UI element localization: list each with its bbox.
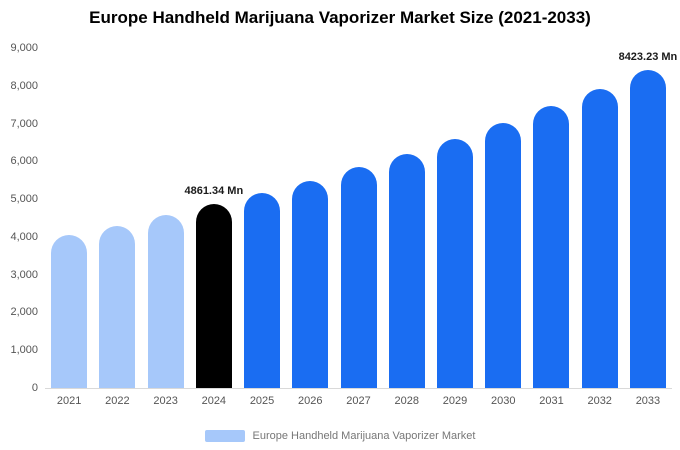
y-tick-6000: 6,000	[10, 155, 38, 168]
x-axis-label-2027: 2027	[346, 395, 371, 407]
bar-2028[interactable]	[388, 153, 425, 388]
x-axis-label-2028: 2028	[394, 395, 419, 407]
x-axis-label-2032: 2032	[587, 395, 612, 407]
x-axis-label-2021: 2021	[56, 395, 82, 407]
bar-column-2029	[431, 48, 479, 388]
y-axis: 0 1,000 2,000 3,000 4,000 5,000 6,000 7,000 8,00…	[0, 42, 40, 394]
y-tick-9000: 9,000	[10, 42, 38, 54]
bar-column-2030	[479, 48, 527, 388]
bar-column-2032	[576, 48, 624, 388]
value-label-2033: 8423.23 Mn	[618, 50, 678, 63]
bar-2025[interactable]	[244, 192, 281, 388]
chart-title: Europe Handheld Marijuana Vaporizer Mark…	[89, 8, 591, 27]
bar-column-2031	[527, 48, 575, 388]
bar-column-2022	[93, 48, 141, 388]
bar-2032[interactable]	[581, 88, 618, 388]
value-label-2024: 4861.34 Mn	[184, 185, 244, 198]
x-axis-label-2025: 2025	[249, 395, 275, 407]
bar-2024[interactable]	[195, 204, 232, 388]
bar-2026[interactable]	[292, 180, 329, 388]
x-axis-label-2022: 2022	[105, 395, 130, 407]
bar-2033[interactable]	[629, 69, 666, 388]
bar-column-2023	[141, 48, 189, 388]
legend: Europe Handheld Marijuana Vaporizer Mark…	[0, 430, 680, 442]
legend-label: Europe Handheld Marijuana Vaporizer Mark…	[252, 430, 476, 442]
bar-column-2028	[383, 48, 431, 388]
x-axis-label-2030: 2030	[490, 395, 516, 407]
bar-column-2033: 8423.23 Mn	[619, 48, 677, 388]
x-axis: 2021 2022 2023 2024 2025 2026 2027 2028 2029 2030…	[45, 395, 672, 407]
bar-2029[interactable]	[436, 138, 473, 388]
bar-2027[interactable]	[340, 167, 377, 388]
y-tick-3000: 3,000	[10, 268, 38, 281]
bar-column-2021	[45, 48, 93, 388]
y-tick-8000: 8,000	[10, 79, 38, 92]
bar-column-2024: 4861.34 Mn	[184, 48, 243, 388]
x-axis-label-2033: 2033	[635, 395, 661, 407]
x-axis-label-2031: 2031	[539, 395, 564, 407]
y-tick-4000: 4,000	[10, 230, 38, 243]
x-axis-label-2026: 2026	[298, 395, 323, 407]
bar-column-2025	[238, 48, 286, 388]
bar-2022[interactable]	[99, 225, 136, 388]
y-tick-2000: 2,000	[10, 306, 38, 319]
bar-column-2026	[286, 48, 334, 388]
bar-column-2027	[334, 48, 382, 388]
legend-swatch-icon	[204, 430, 245, 442]
y-tick-5000: 5,000	[10, 193, 38, 206]
y-tick-0: 0	[31, 382, 38, 394]
bar-2023[interactable]	[147, 215, 184, 388]
y-tick-7000: 7,000	[10, 117, 38, 130]
y-tick-1000: 1,000	[10, 344, 38, 357]
plot-area: 4861.34 Mn 8423.23 Mn	[45, 48, 677, 389]
x-axis-label-2023: 2023	[153, 395, 178, 407]
x-axis-label-2024: 2024	[201, 395, 227, 407]
bar-2030[interactable]	[485, 123, 522, 388]
x-axis-label-2029: 2029	[442, 395, 468, 407]
bar-2021[interactable]	[51, 235, 88, 388]
bar-2031[interactable]	[533, 106, 570, 388]
